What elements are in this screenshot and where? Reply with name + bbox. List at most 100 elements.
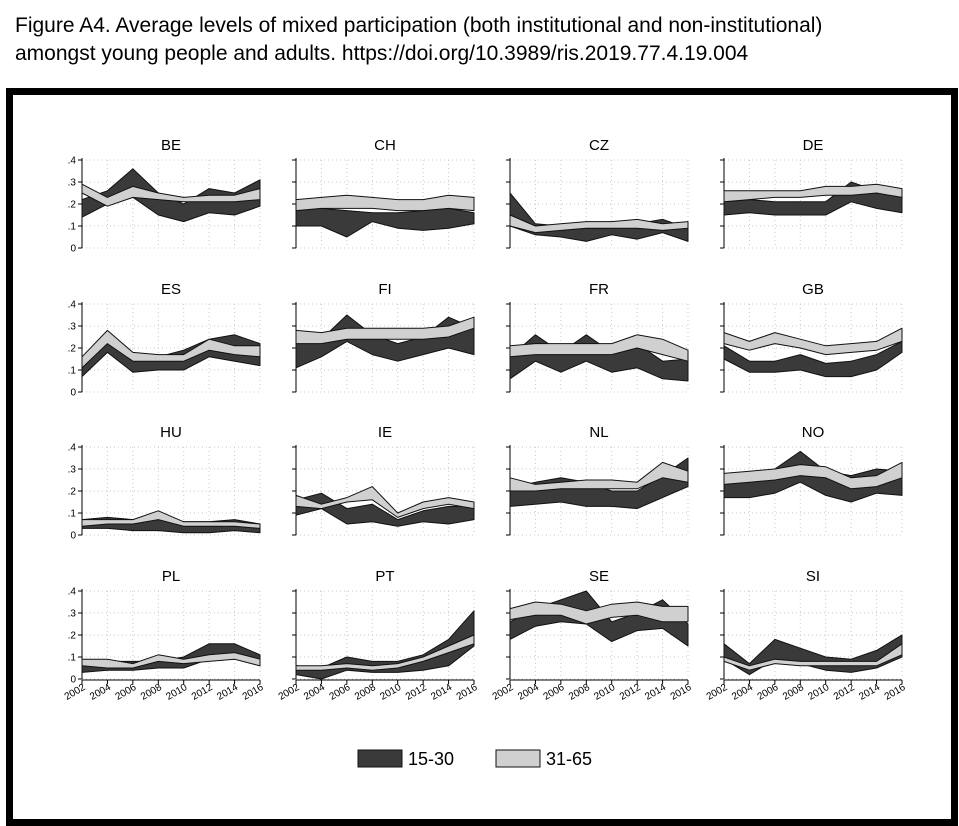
x-tick-label: 2002	[491, 682, 516, 703]
y-tick-label: .3	[68, 322, 77, 333]
x-tick-label: 2012	[190, 682, 215, 703]
panel-fr: FR	[506, 281, 689, 393]
panel-title: PL	[162, 568, 180, 585]
panel-de: DE	[720, 137, 903, 249]
y-tick-label: .3	[68, 609, 77, 620]
x-tick-label: 2004	[730, 682, 755, 703]
x-tick-label: 2004	[516, 682, 541, 703]
caption-line-1: Figure A4. Average levels of mixed parti…	[15, 14, 823, 37]
panel-gb: GB	[720, 281, 903, 393]
x-tick-label: 2008	[139, 682, 164, 703]
legend-label: 15-30	[408, 749, 454, 769]
y-tick-label: .4	[68, 300, 77, 311]
band-15-30	[295, 207, 475, 238]
band-15-30	[295, 610, 475, 680]
x-tick-label: 2006	[114, 682, 139, 703]
band-31-65	[295, 634, 475, 671]
panel-title: FR	[589, 281, 609, 298]
panel-cz: CZ	[506, 137, 689, 249]
y-tick-label: .1	[68, 366, 77, 377]
x-tick-label: 2006	[756, 682, 781, 703]
band-31-65	[509, 214, 689, 234]
panel-ie: IE	[292, 424, 475, 536]
x-tick-label: 2014	[215, 682, 240, 703]
y-tick-label: 0	[70, 244, 76, 255]
legend-label: 31-65	[546, 749, 592, 769]
y-tick-label: .1	[68, 509, 77, 520]
panel-title: IE	[378, 424, 392, 441]
panel-title: CH	[374, 137, 396, 154]
legend-swatch-31-65	[495, 749, 541, 768]
band-15-30	[509, 192, 689, 242]
band-31-65	[509, 601, 689, 625]
y-tick-label: .2	[68, 344, 77, 355]
x-tick-label: 2010	[806, 682, 831, 703]
y-tick-label: .4	[68, 587, 77, 598]
panel-se: SE 2002 2004 2006 2008 2010 2012 2014 2016	[491, 568, 694, 703]
panel-title: PT	[375, 568, 394, 585]
y-tick-label: .3	[68, 465, 77, 476]
band-31-65	[509, 461, 689, 492]
x-tick-label: 2008	[353, 682, 378, 703]
x-tick-label: 2002	[63, 682, 88, 703]
x-tick-label: 2012	[832, 682, 857, 703]
panel-nl: NL	[506, 424, 689, 536]
band-31-65	[723, 183, 903, 203]
band-31-65	[509, 334, 689, 362]
band-31-65	[81, 652, 261, 669]
x-tick-label: 2010	[164, 682, 189, 703]
x-tick-label: 2004	[302, 682, 327, 703]
figure-caption: Figure A4. Average levels of mixed parti…	[15, 12, 950, 68]
x-tick-label: 2016	[669, 682, 694, 703]
x-tick-label: 2004	[88, 682, 113, 703]
y-tick-label: .4	[68, 443, 77, 454]
panel-be: BE 0 .1 .2 .3 .4	[68, 137, 261, 255]
band-31-65	[295, 316, 475, 345]
panel-ch: CH	[292, 137, 475, 249]
caption-line-2: amongst young people and adults. https:/…	[15, 42, 749, 65]
x-tick-label: 2006	[328, 682, 353, 703]
band-31-65	[723, 643, 903, 671]
panel-si: SI 2002 2004 2006 2008 2010 2012 2014 2016	[705, 568, 908, 703]
x-tick-label: 2010	[378, 682, 403, 703]
x-tick-label: 2010	[592, 682, 617, 703]
panel-title: HU	[160, 424, 182, 441]
panel-title: ES	[161, 281, 181, 298]
x-tick-label: 2002	[705, 682, 730, 703]
band-31-65	[81, 183, 261, 207]
band-31-65	[81, 329, 261, 369]
x-tick-label: 2016	[883, 682, 908, 703]
panel-hu: HU 0 .1 .2 .3 .4	[68, 424, 261, 542]
band-15-30	[509, 334, 689, 382]
panel-title: NO	[802, 424, 825, 441]
panel-title: BE	[161, 137, 181, 154]
y-tick-label: .1	[68, 222, 77, 233]
band-15-30	[295, 492, 475, 527]
y-tick-label: 0	[70, 675, 76, 686]
y-tick-label: .4	[68, 156, 77, 167]
y-tick-label: .2	[68, 631, 77, 642]
y-tick-label: 0	[70, 388, 76, 399]
panel-title: SI	[806, 568, 820, 585]
legend: 15-30 31-65	[357, 749, 592, 769]
band-15-30	[723, 340, 903, 378]
panel-title: GB	[802, 281, 824, 298]
panel-es: ES 0 .1 .2 .3 .4	[68, 281, 261, 399]
x-tick-label: 2012	[404, 682, 429, 703]
y-tick-label: 0	[70, 531, 76, 542]
panel-title: CZ	[589, 137, 609, 154]
panel-title: SE	[589, 568, 609, 585]
y-tick-label: .3	[68, 178, 77, 189]
x-tick-label: 2016	[241, 682, 266, 703]
panel-pl: PL 0 .1 .2 .3 .4 2002 2004 2006 2008 2010 2012 2014 2…	[63, 568, 266, 703]
x-tick-label: 2016	[455, 682, 480, 703]
panel-title: FI	[378, 281, 391, 298]
x-tick-label: 2008	[781, 682, 806, 703]
x-tick-label: 2014	[429, 682, 454, 703]
band-31-65	[723, 327, 903, 356]
panel-fi: FI	[292, 281, 475, 393]
y-tick-label: .2	[68, 200, 77, 211]
x-tick-label: 2008	[567, 682, 592, 703]
band-31-65	[723, 461, 903, 490]
